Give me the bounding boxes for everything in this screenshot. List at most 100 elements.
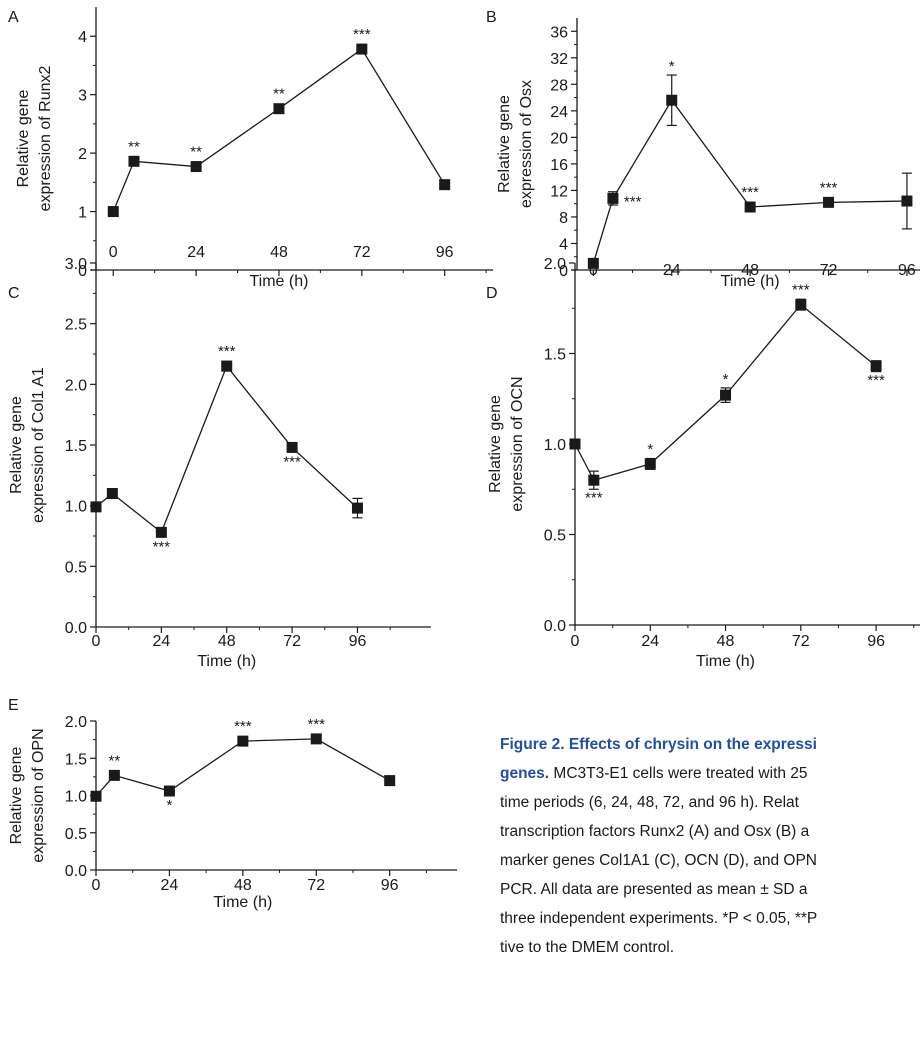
- x-tick-label: 0: [109, 244, 118, 261]
- y-tick-label: 2.0: [65, 377, 87, 394]
- data-point: [720, 389, 732, 401]
- x-tick-label: 24: [641, 633, 659, 650]
- y-axis-label: expression of Runx2: [37, 65, 54, 211]
- significance-label: *: [167, 797, 173, 814]
- significance-label: ***: [741, 184, 759, 201]
- significance-label: ***: [792, 282, 810, 299]
- x-tick-label: 96: [898, 262, 916, 279]
- y-tick-label: 1.0: [544, 437, 566, 454]
- x-tick-label: 96: [349, 633, 367, 650]
- data-point: [190, 161, 202, 173]
- data-point: [744, 201, 756, 213]
- y-tick-label: 1.5: [65, 438, 87, 455]
- figure-caption: Figure 2. Effects of chrysin on the expr…: [500, 730, 920, 962]
- y-tick-label: 2.0: [544, 256, 566, 273]
- data-point: [107, 206, 119, 218]
- significance-label: *: [723, 371, 729, 388]
- significance-label: ***: [308, 716, 326, 733]
- x-axis-label: Time (h): [721, 273, 780, 290]
- data-point: [90, 501, 102, 513]
- y-tick-label: 0: [559, 263, 568, 280]
- significance-label: ***: [153, 538, 171, 555]
- data-point: [607, 192, 619, 204]
- y-tick-label: 4: [559, 236, 568, 253]
- data-point: [106, 488, 118, 500]
- y-axis-label: Relative gene: [487, 395, 504, 493]
- data-point: [901, 195, 913, 207]
- x-tick-label: 24: [187, 244, 205, 261]
- y-axis-label: Relative gene: [15, 89, 32, 187]
- data-point: [155, 526, 167, 538]
- x-tick-label: 72: [283, 633, 301, 650]
- y-tick-label: 3: [78, 88, 87, 105]
- data-point: [795, 299, 807, 311]
- significance-label: ***: [585, 489, 603, 506]
- x-axis-label: Time (h): [249, 273, 308, 290]
- caption-line: Figure 2. Effects of chrysin on the expr…: [500, 730, 920, 759]
- x-tick-label: 24: [663, 262, 681, 279]
- significance-label: ***: [820, 179, 838, 196]
- series-line: [574, 303, 877, 481]
- data-point: [356, 43, 368, 55]
- x-tick-label: 96: [436, 244, 454, 261]
- y-tick-label: 1.5: [544, 347, 566, 364]
- data-point: [128, 155, 140, 167]
- caption-text-part: marker genes Col1A1 (C), OCN (D), and OP…: [500, 852, 817, 869]
- y-tick-label: 0.0: [65, 620, 87, 637]
- data-point: [644, 458, 656, 470]
- caption-title-part: Figure 2. Effects of chrysin on the expr…: [500, 736, 817, 753]
- y-tick-label: 0: [78, 263, 87, 280]
- y-tick-label: 0.0: [65, 863, 87, 880]
- x-tick-label: 72: [792, 633, 810, 650]
- panel-letter: D: [486, 285, 498, 302]
- y-axis-label: Relative gene: [8, 396, 25, 494]
- significance-label: **: [109, 752, 121, 769]
- x-tick-label: 72: [307, 877, 325, 894]
- significance-label: ***: [867, 372, 885, 389]
- y-tick-label: 1.0: [65, 789, 87, 806]
- data-point: [384, 775, 396, 787]
- y-axis-label: expression of OPN: [30, 728, 47, 862]
- significance-label: *: [669, 58, 675, 75]
- data-point: [108, 769, 120, 781]
- y-tick-label: 36: [550, 24, 568, 41]
- x-tick-label: 48: [234, 877, 252, 894]
- panel-letter: E: [8, 697, 19, 714]
- series-line: [592, 99, 907, 264]
- caption-title-part: genes.: [500, 765, 550, 782]
- panel-a: A 0 1 2 3 4 0 24 48 72 96 Time (h) Relative gene expr…: [8, 7, 493, 290]
- significance-label: ***: [234, 718, 252, 735]
- x-tick-label: 96: [867, 633, 885, 650]
- y-tick-label: 4: [78, 29, 87, 46]
- series-line: [95, 738, 391, 797]
- y-axis-label: expression of Col1 A1: [30, 367, 47, 523]
- x-tick-label: 72: [820, 262, 838, 279]
- caption-text-part: PCR. All data are presented as mean ± SD…: [500, 881, 808, 898]
- significance-label: ***: [218, 343, 236, 360]
- significance-label: **: [273, 86, 285, 103]
- caption-text-part: time periods (6, 24, 48, 72, and 96 h). …: [500, 794, 799, 811]
- y-tick-label: 20: [550, 130, 568, 147]
- data-point: [587, 257, 599, 269]
- y-tick-label: 12: [550, 183, 568, 200]
- x-tick-label: 24: [152, 633, 170, 650]
- panel-letter: B: [486, 9, 497, 26]
- data-point: [90, 790, 102, 802]
- x-tick-label: 48: [717, 633, 735, 650]
- data-point: [666, 94, 678, 106]
- data-point: [823, 196, 835, 208]
- y-tick-label: 0.5: [65, 559, 87, 576]
- x-axis-label: Time (h): [197, 653, 256, 670]
- x-tick-label: 72: [353, 244, 371, 261]
- y-axis-label: expression of Osx: [518, 80, 535, 208]
- panel-e: E 0.0 0.5 1.0 1.5 2.0 0 24 48 72 96 Time (h) Relativ…: [8, 697, 457, 911]
- data-point: [870, 360, 882, 372]
- x-tick-label: 0: [571, 633, 580, 650]
- series-line: [95, 364, 358, 534]
- y-tick-label: 28: [550, 77, 568, 94]
- caption-line: transcription factors Runx2 (A) and Osx …: [500, 817, 920, 846]
- y-tick-label: 16: [550, 157, 568, 174]
- y-tick-label: 1.0: [65, 499, 87, 516]
